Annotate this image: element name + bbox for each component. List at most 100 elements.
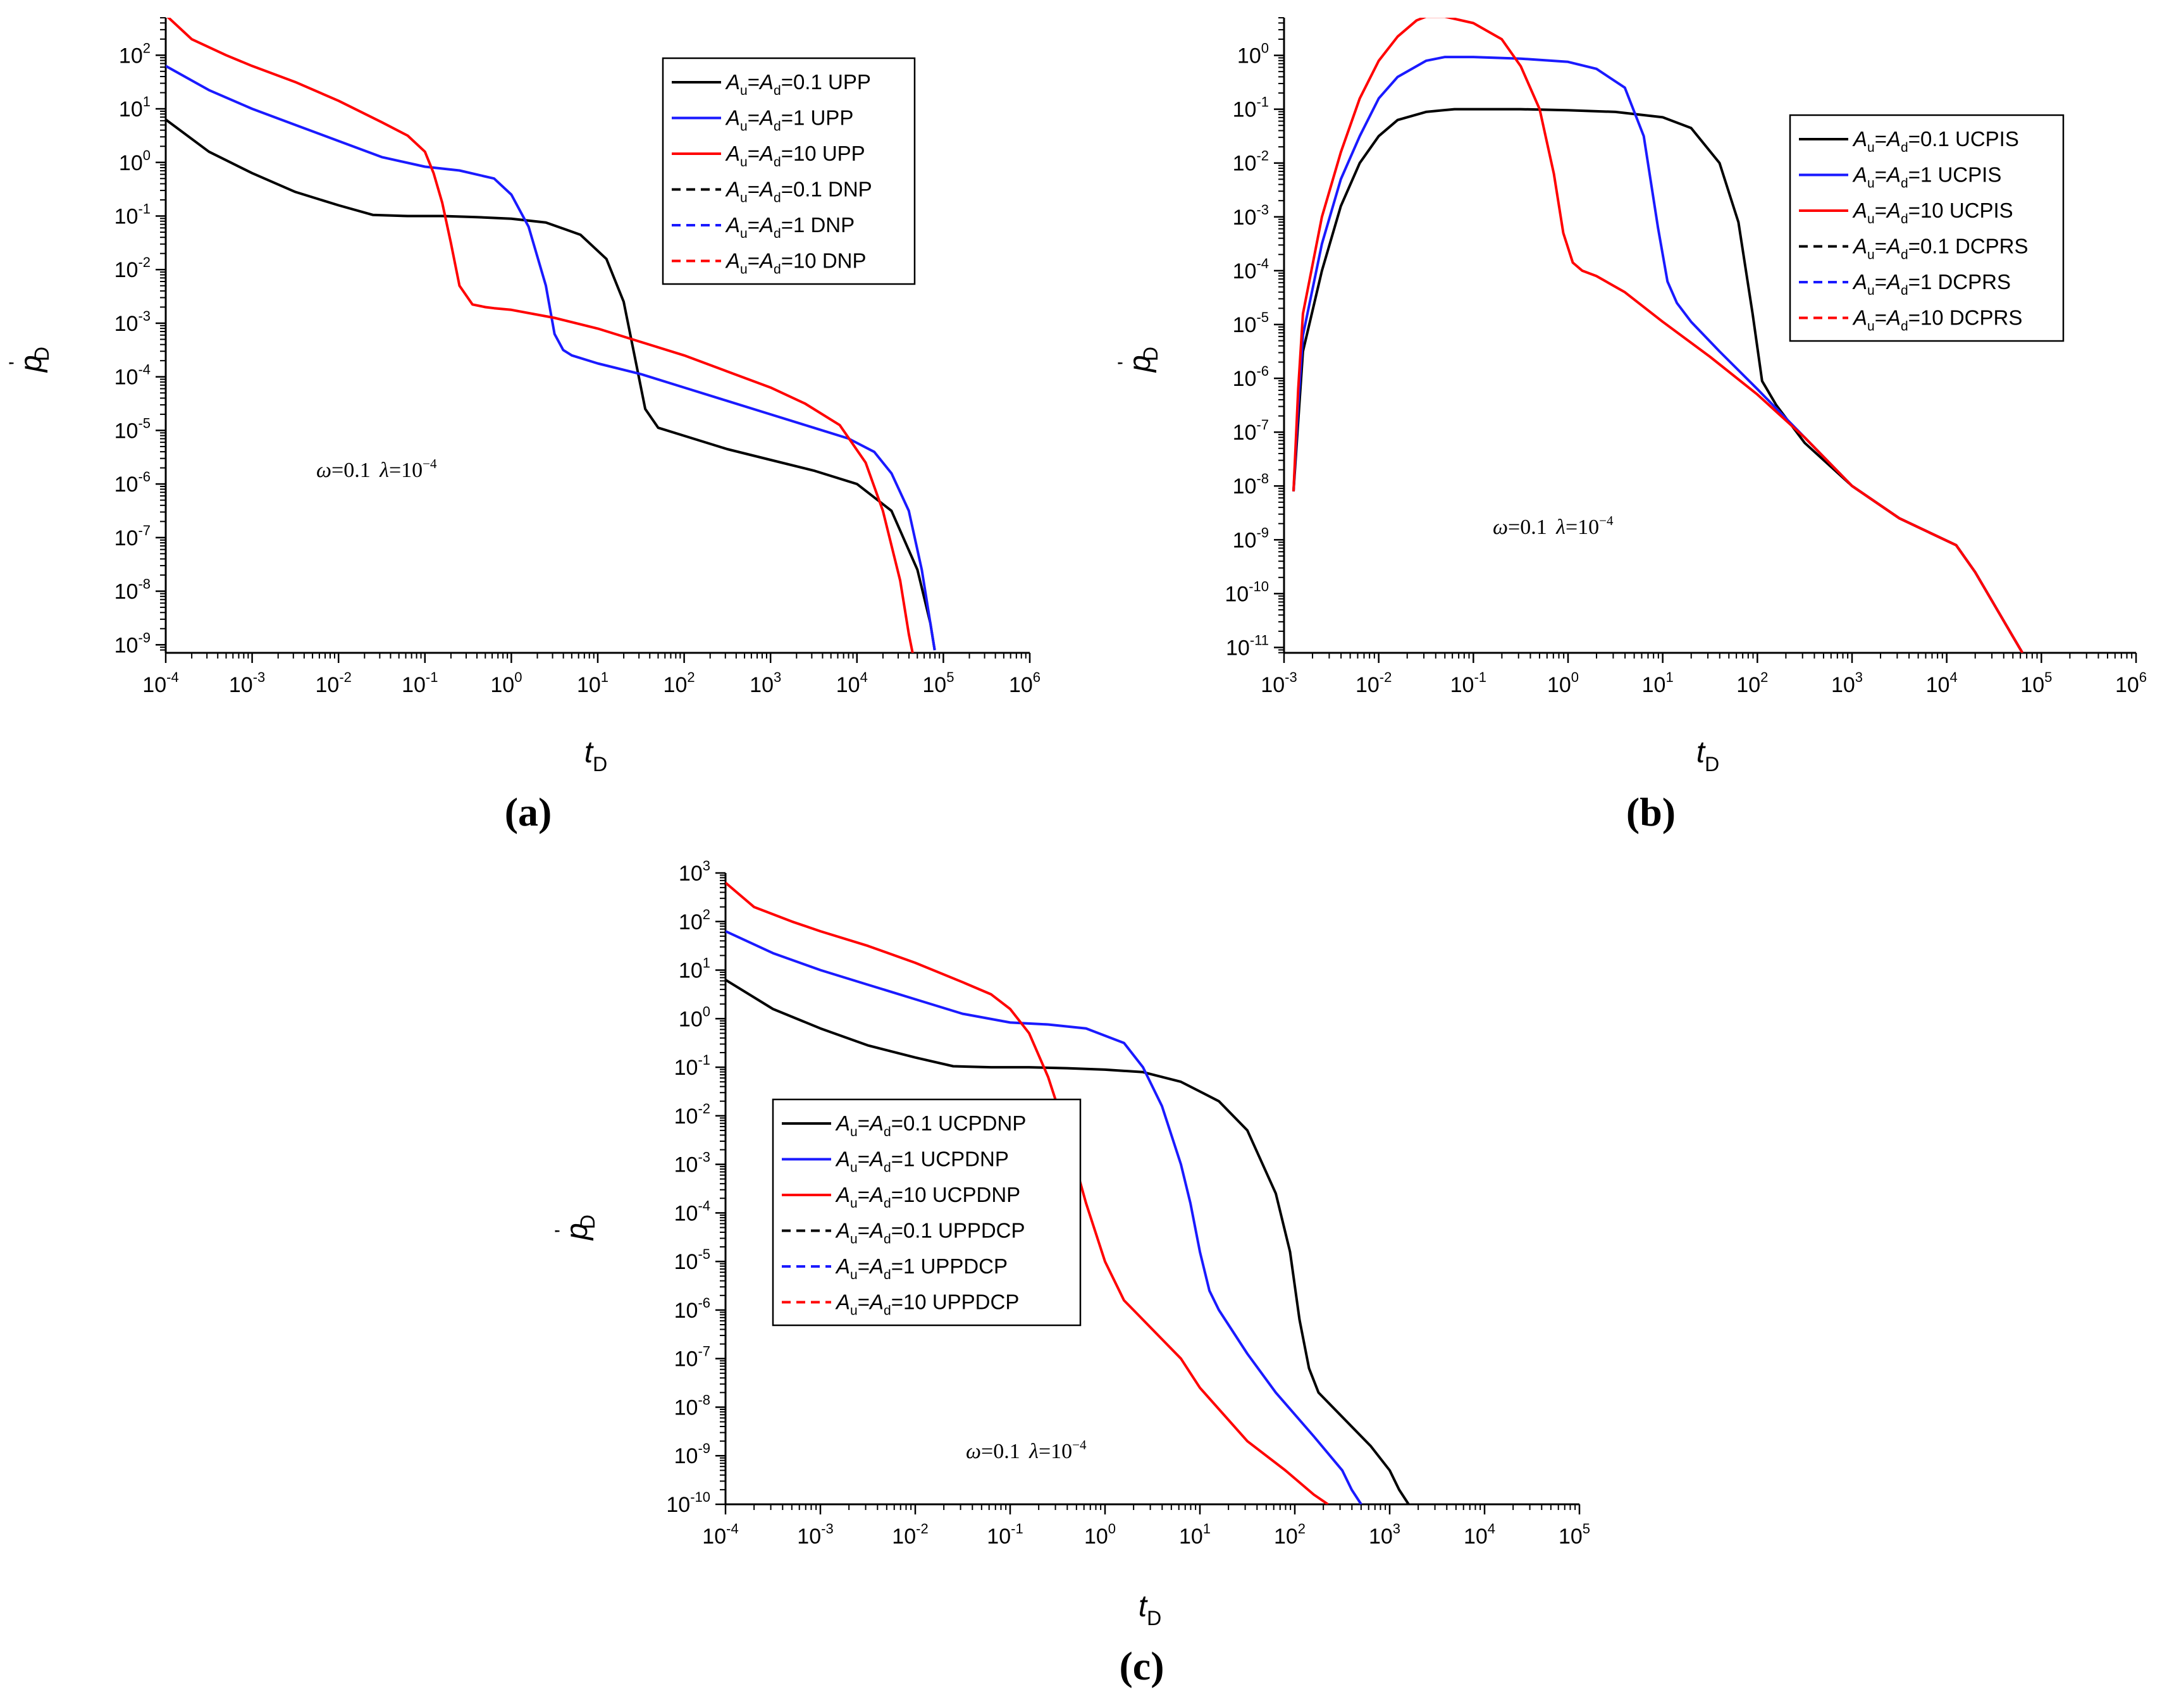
chart-panel-c: 10-4 10-3 10-2 10-1 100 101 102 103 104 105 10-10 1…	[551, 858, 1590, 1688]
legend-label: Au=Ad=0.1 DCPRS	[1852, 235, 2029, 263]
y-tick-label: 10-3	[114, 308, 151, 336]
plot-area	[1292, 18, 2024, 653]
x-tick-label: 103	[1369, 1521, 1400, 1549]
panel-label-b: (b)	[1626, 789, 1676, 834]
y-tick-label: 10-2	[1233, 148, 1269, 176]
parameter-annotation: ω=0.1 λ=10−4	[966, 1437, 1087, 1463]
x-tick-label: 105	[1559, 1521, 1590, 1549]
x-tick-label: 102	[1736, 669, 1768, 697]
plot-area	[166, 18, 936, 653]
series-line-a-2	[166, 65, 936, 651]
x-axis-title: tD	[1696, 736, 1719, 776]
y-tick-label: 10-8	[1233, 471, 1269, 498]
legend-label: Au=Ad=1 UCPIS	[1852, 163, 2001, 191]
y-tick-label: 10-10	[1225, 578, 1269, 606]
legend-label: Au=Ad=10 UCPDNP	[835, 1183, 1020, 1211]
x-tick-label: 104	[1926, 669, 1958, 697]
x-tick-label: 10-1	[402, 669, 438, 697]
y-tick-label: 10-4	[114, 362, 151, 390]
legend-label: Au=Ad=1 DCPRS	[1852, 270, 2011, 298]
y-tick-label: 100	[679, 1003, 710, 1031]
legend-label: Au=Ad=10 UCPIS	[1852, 199, 2013, 226]
parameter-annotation: ω=0.1 λ=10−4	[1493, 513, 1614, 539]
legend: Au=Ad=0.1 UCPDNP Au=Ad=1 UCPDNP Au=Ad=10 U…	[772, 1098, 1082, 1327]
x-tick-label: 103	[750, 669, 781, 697]
y-tick-label: 10-7	[674, 1344, 710, 1371]
legend-label: Au=Ad=10 UPPDCP	[835, 1290, 1019, 1318]
legend-label: Au=Ad=0.1 UCPDNP	[835, 1111, 1026, 1139]
x-tick-label: 104	[1464, 1521, 1495, 1549]
y-tick-label: 10-9	[674, 1440, 710, 1468]
legend-label: Au=Ad=1 UPP	[725, 106, 853, 134]
legend-label: Au=Ad=0.1 UPPDCP	[835, 1219, 1025, 1247]
x-tick-label: 100	[1084, 1521, 1116, 1549]
y-tick-label: 101	[679, 955, 710, 983]
y-tick-label: 10-6	[674, 1295, 710, 1323]
x-tick-label: 101	[1642, 669, 1674, 697]
x-tick-label: 100	[490, 669, 522, 697]
y-tick-label: 10-2	[114, 254, 151, 282]
y-tick-label: 10-11	[1226, 632, 1269, 660]
x-tick-label: 100	[1547, 669, 1579, 697]
y-tick-label: 10-5	[1233, 309, 1269, 337]
legend-label: Au=Ad=1 UCPDNP	[835, 1148, 1009, 1175]
x-tick-label: 105	[2020, 669, 2052, 697]
x-axis-title: tD	[584, 736, 607, 776]
x-tick-label: 10-4	[702, 1521, 738, 1549]
y-tick-label: 10-10	[666, 1489, 710, 1517]
y-tick-label: 10-6	[114, 469, 151, 497]
x-tick-label: 106	[2115, 669, 2147, 697]
chart-panel-a: 10-4 10-3 10-2 10-1 100 101 102 103 104 105 106 10-…	[5, 17, 1041, 834]
series-line-b-3	[1292, 18, 2024, 653]
y-tick-label: 102	[119, 40, 151, 68]
x-tick-label: 102	[664, 669, 695, 697]
y-tick-label: 10-5	[674, 1246, 710, 1274]
panel-label-a: (a)	[505, 789, 552, 834]
x-tick-label: 103	[1831, 669, 1863, 697]
x-tick-label: 106	[1009, 669, 1041, 697]
y-tick-label: 10-9	[114, 629, 151, 657]
x-tick-label: 10-2	[316, 669, 352, 697]
y-tick-label: 10-1	[1233, 94, 1269, 122]
y-tick-label: 10-4	[674, 1197, 710, 1225]
y-tick-label: 10-3	[674, 1149, 710, 1177]
y-tick-label: 10-7	[1233, 417, 1269, 445]
x-tick-label: 10-2	[892, 1521, 928, 1549]
chart-panel-b: 10-3 10-2 10-1 100 101 102 103 104 105 106 10-11 10…	[1114, 17, 2147, 834]
x-tick-label: 105	[922, 669, 954, 697]
series-line-a-1	[166, 118, 936, 651]
y-tick-label: 10-1	[674, 1052, 710, 1080]
x-tick-label: 10-1	[987, 1521, 1023, 1549]
legend-box	[662, 57, 916, 285]
x-tick-label: 10-3	[797, 1521, 833, 1549]
y-tick-label: 10-3	[1233, 202, 1269, 230]
x-axis-title: tD	[1139, 1590, 1161, 1630]
y-axis-title: p'D	[5, 347, 53, 373]
x-tick-label: 10-1	[1450, 669, 1486, 697]
y-tick-label: 100	[1237, 40, 1269, 68]
y-axis-title: p'D	[551, 1215, 599, 1241]
y-tick-label: 10-1	[114, 201, 151, 228]
legend-label: Au=Ad=0.1 UCPIS	[1852, 127, 2019, 155]
legend-label: Au=Ad=10 DCPRS	[1852, 306, 2022, 334]
y-tick-label: 103	[679, 858, 710, 886]
y-tick-label: 10-5	[114, 415, 151, 443]
legend: Au=Ad=0.1 UCPIS Au=Ad=1 UCPIS Au=Ad=10 UCP…	[1789, 114, 2065, 342]
legend: Au=Ad=0.1 UPP Au=Ad=1 UPP Au=Ad=10 UPP Au=A…	[662, 57, 916, 285]
y-tick-label: 10-9	[1233, 524, 1269, 552]
series-line-c-2	[726, 930, 1362, 1504]
y-tick-label: 10-6	[1233, 363, 1269, 391]
y-tick-label: 101	[119, 94, 151, 121]
legend-label: Au=Ad=10 DNP	[725, 249, 867, 277]
y-tick-label: 10-4	[1233, 256, 1269, 283]
legend-label: Au=Ad=1 UPPDCP	[835, 1254, 1008, 1282]
legend-box	[772, 1098, 1082, 1327]
y-tick-label: 10-8	[674, 1392, 710, 1420]
legend-label: Au=Ad=0.1 DNP	[725, 178, 872, 206]
x-tick-label: 10-4	[142, 669, 178, 697]
panel-label-c: (c)	[1119, 1643, 1164, 1688]
x-tick-label: 10-3	[1261, 669, 1297, 697]
y-tick-label: 102	[679, 907, 710, 934]
y-tick-label: 10-2	[674, 1101, 710, 1129]
series-line-c-1	[726, 979, 1410, 1504]
